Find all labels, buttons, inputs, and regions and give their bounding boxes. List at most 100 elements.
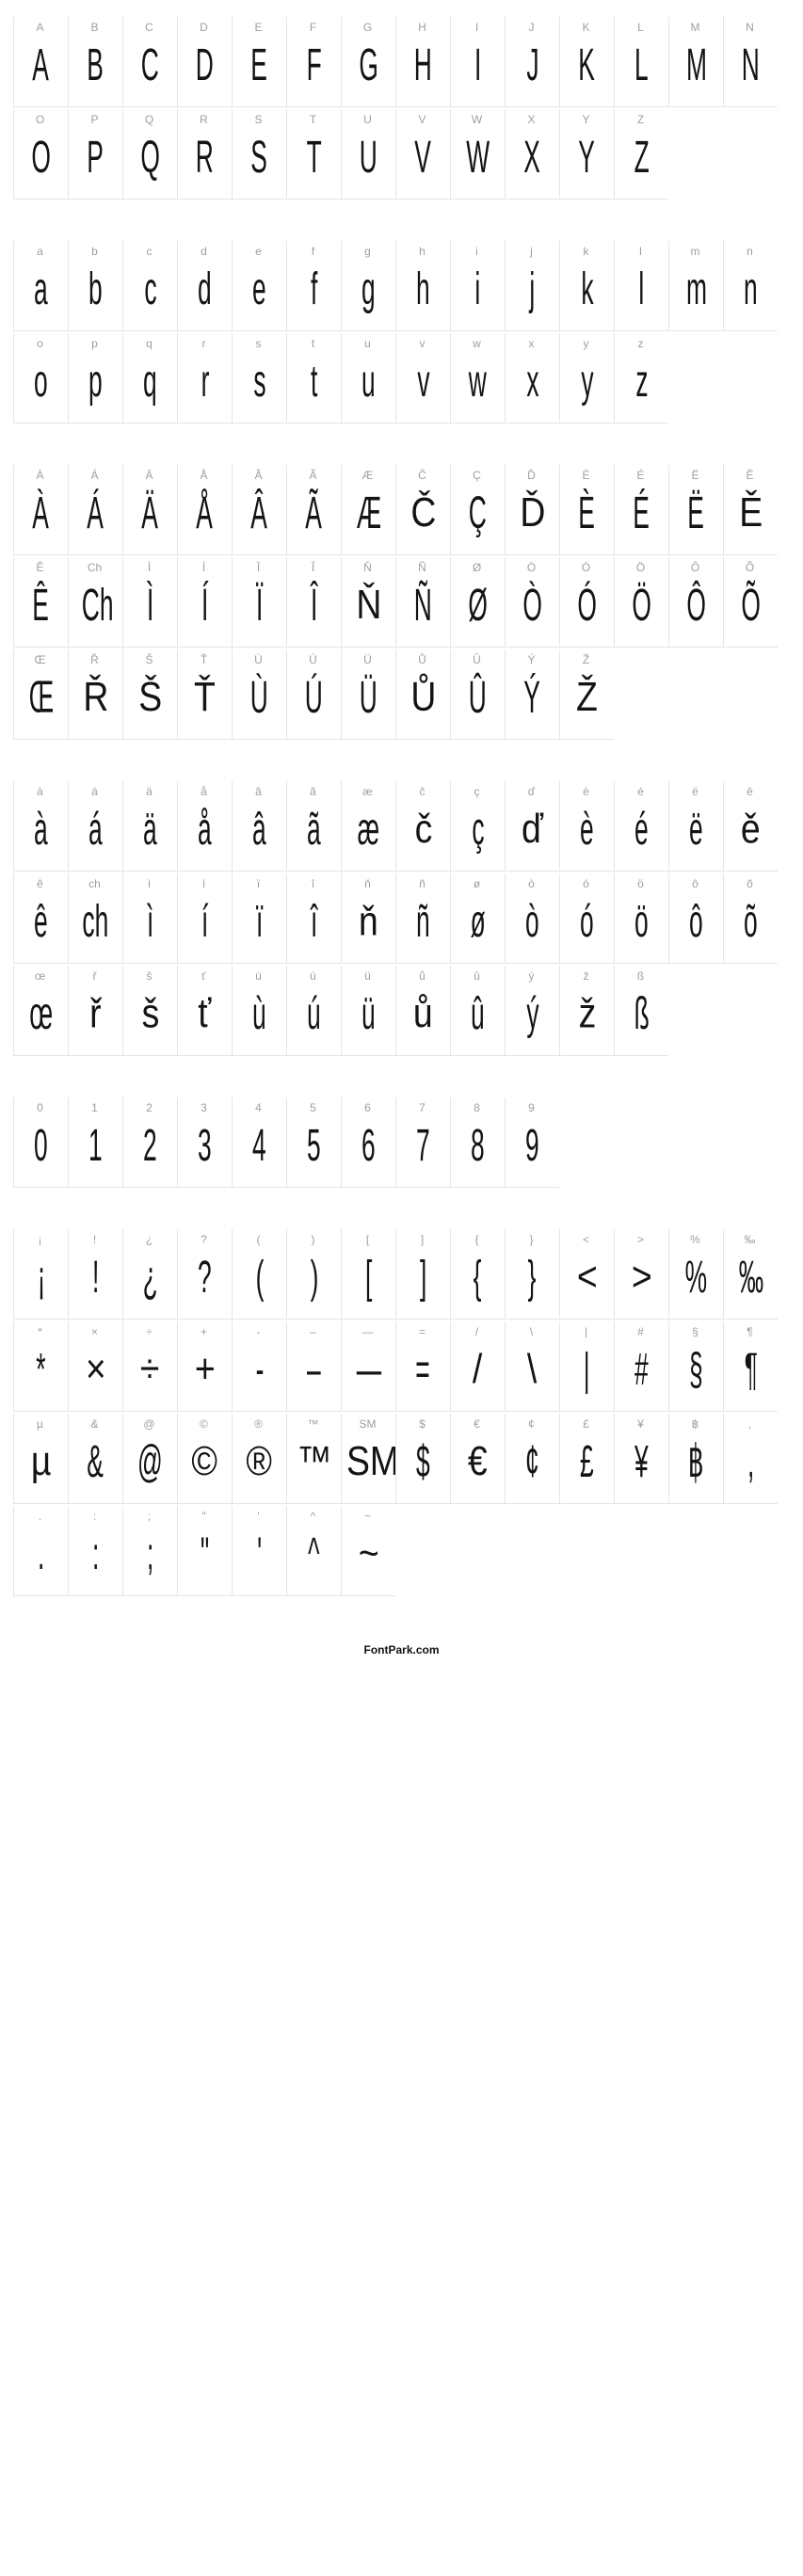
glyph-cell: ÀÀ bbox=[13, 465, 68, 555]
glyph-key-label: > bbox=[615, 1233, 666, 1246]
glyph-key-label: I bbox=[451, 21, 503, 34]
glyph-key-label: Ø bbox=[451, 561, 503, 574]
glyph-sample: M bbox=[685, 38, 706, 94]
glyph-key-label: < bbox=[560, 1233, 612, 1246]
glyph-cell: JJ bbox=[505, 17, 559, 107]
glyph-key-label: — bbox=[342, 1325, 393, 1338]
glyph-key-label: T bbox=[287, 113, 339, 126]
glyph-group-lowercase: aabbccddeeffgghhiijjkkllmmnnooppqqrrsstt… bbox=[13, 241, 790, 425]
glyph-sample: ¥ bbox=[634, 1434, 649, 1491]
glyph-key-label: c bbox=[123, 245, 175, 258]
glyph-key-label: E bbox=[233, 21, 284, 34]
glyph-sample: § bbox=[689, 1342, 703, 1399]
glyph-key-label: Å bbox=[178, 469, 230, 482]
glyph-key-label: À bbox=[14, 469, 66, 482]
glyph-cell: NN bbox=[723, 17, 778, 107]
glyph-sample: 0 bbox=[34, 1118, 48, 1175]
glyph-key-label: ) bbox=[287, 1233, 339, 1246]
glyph-sample: Ý bbox=[524, 670, 541, 727]
glyph-cell: TT bbox=[286, 109, 341, 200]
groups-container: AABBCCDDEEFFGGHHIIJJKKLLMMNNOOPPQQRRSSTT… bbox=[13, 17, 790, 1598]
glyph-key-label: o bbox=[14, 337, 66, 350]
glyph-sample: ) bbox=[310, 1250, 318, 1306]
glyph-key-label: ¢ bbox=[506, 1417, 557, 1431]
glyph-cell: óó bbox=[559, 873, 614, 964]
glyph-key-label: ฿ bbox=[669, 1417, 721, 1431]
glyph-cell: ØØ bbox=[450, 557, 505, 648]
glyph-sample: e bbox=[252, 262, 266, 318]
glyph-key-label: m bbox=[669, 245, 721, 258]
glyph-sample: p bbox=[88, 354, 103, 410]
glyph-key-label: Č bbox=[396, 469, 448, 482]
glyph-key-label: Ť bbox=[178, 653, 230, 666]
glyph-cell: ÜÜ bbox=[341, 649, 395, 740]
glyph-cell: }} bbox=[505, 1229, 559, 1320]
glyph-sample: Y bbox=[579, 130, 596, 186]
glyph-key-label: X bbox=[506, 113, 557, 126]
glyph-cell: ŽŽ bbox=[559, 649, 614, 740]
glyph-sample: 7 bbox=[416, 1118, 430, 1175]
glyph-sample: Q bbox=[140, 130, 160, 186]
glyph-cell: ** bbox=[13, 1321, 68, 1412]
glyph-cell: ŮŮ bbox=[395, 649, 450, 740]
glyph-cell: ÍÍ bbox=[177, 557, 232, 648]
glyph-cell: ChCh bbox=[68, 557, 122, 648]
glyph-sample: Ě bbox=[739, 486, 763, 540]
glyph-key-label: Ú bbox=[287, 653, 339, 666]
glyph-sample: ¿ bbox=[142, 1250, 157, 1306]
glyph-key-label: V bbox=[396, 113, 448, 126]
glyph-key-label: d bbox=[178, 245, 230, 258]
glyph-sample: n bbox=[744, 262, 758, 318]
glyph-sample: ò bbox=[525, 894, 539, 951]
glyph-cell: ff bbox=[286, 241, 341, 331]
glyph-cell: ££ bbox=[559, 1414, 614, 1504]
glyph-sample: Í bbox=[201, 578, 208, 634]
glyph-cell: uu bbox=[341, 333, 395, 424]
glyph-cell: II bbox=[450, 17, 505, 107]
glyph-sample: ť bbox=[198, 986, 211, 1041]
glyph-sample: è bbox=[580, 802, 594, 858]
glyph-key-label: \ bbox=[506, 1325, 557, 1338]
glyph-cell: 77 bbox=[395, 1097, 450, 1188]
glyph-cell: ÆÆ bbox=[341, 465, 395, 555]
glyph-key-label: × bbox=[69, 1325, 120, 1338]
glyph-key-label: K bbox=[560, 21, 612, 34]
glyph-key-label: à bbox=[14, 785, 66, 798]
glyph-sample: Á bbox=[88, 486, 104, 542]
glyph-sample: C bbox=[141, 38, 159, 94]
glyph-key-label: p bbox=[69, 337, 120, 350]
glyph-sample: q bbox=[143, 354, 157, 410]
glyph-sample: ř bbox=[89, 986, 101, 1041]
glyph-key-label: € bbox=[451, 1417, 503, 1431]
glyph-cell: ÚÚ bbox=[286, 649, 341, 740]
glyph-cell: õõ bbox=[723, 873, 778, 964]
glyph-cell: dd bbox=[177, 241, 232, 331]
glyph-cell: 11 bbox=[68, 1097, 122, 1188]
glyph-key-label: ® bbox=[233, 1417, 284, 1431]
glyph-cell: ää bbox=[122, 781, 177, 872]
glyph-sample: Å bbox=[197, 486, 214, 542]
glyph-cell: AA bbox=[13, 17, 68, 107]
glyph-key-label: x bbox=[506, 337, 557, 350]
glyph-key-label: î bbox=[287, 877, 339, 890]
glyph-key-label: b bbox=[69, 245, 120, 258]
glyph-key-label: - bbox=[233, 1325, 284, 1338]
glyph-key-label: š bbox=[123, 969, 175, 983]
glyph-key-label: Î bbox=[287, 561, 339, 574]
glyph-cell: ÎÎ bbox=[286, 557, 341, 648]
glyph-sample: f bbox=[311, 262, 317, 318]
glyph-key-label: # bbox=[615, 1325, 666, 1338]
glyph-sample: ů bbox=[413, 986, 433, 1041]
glyph-cell: )) bbox=[286, 1229, 341, 1320]
glyph-cell: nn bbox=[723, 241, 778, 331]
glyph-cell: ÂÂ bbox=[232, 465, 286, 555]
glyph-key-label: – bbox=[287, 1325, 339, 1338]
glyph-key-label: ä bbox=[123, 785, 175, 798]
glyph-key-label: F bbox=[287, 21, 339, 34]
glyph-key-label: ~ bbox=[342, 1510, 393, 1523]
glyph-cell: ÊÊ bbox=[13, 557, 68, 648]
glyph-key-label: ^ bbox=[287, 1510, 339, 1523]
glyph-cell: ll bbox=[614, 241, 668, 331]
glyph-key-label: ¥ bbox=[615, 1417, 666, 1431]
glyph-key-label: $ bbox=[396, 1417, 448, 1431]
